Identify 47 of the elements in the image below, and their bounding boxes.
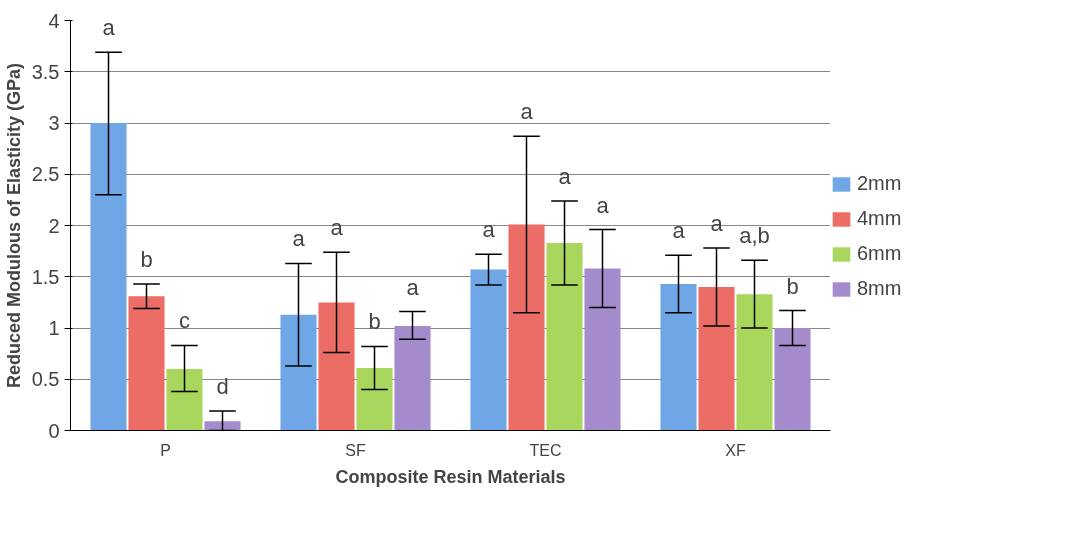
annotation: b <box>368 309 381 335</box>
y-tick-label: 4 <box>48 9 60 32</box>
y-tick-label: 1.5 <box>31 265 60 288</box>
bar <box>128 296 165 431</box>
bar <box>774 328 811 431</box>
legend-label: 2mm <box>857 172 902 195</box>
legend-label: 4mm <box>857 207 902 230</box>
x-tick-label: SF <box>345 441 366 459</box>
annotation: c <box>179 308 190 334</box>
annotation: a <box>406 274 420 300</box>
bar <box>166 369 203 431</box>
bar <box>470 269 507 431</box>
annotation: a <box>520 99 534 125</box>
bar <box>736 294 773 431</box>
y-tick-label: 0.5 <box>31 368 60 391</box>
annotation: b <box>140 246 153 272</box>
y-tick-label: 2.5 <box>31 163 60 186</box>
bar <box>356 367 393 431</box>
y-tick-label: 0 <box>48 419 60 442</box>
annotation: a <box>596 192 610 218</box>
bar <box>280 314 317 431</box>
annotation: a,b <box>739 223 770 249</box>
bar <box>508 224 545 431</box>
bar <box>90 123 127 431</box>
y-tick-label: 1 <box>48 317 60 339</box>
y-tick-label: 2 <box>48 214 60 237</box>
bar <box>660 283 697 431</box>
annotation: b <box>786 273 799 299</box>
annotation: a <box>102 15 116 41</box>
annotation: a <box>292 226 306 252</box>
annotation: a <box>672 218 686 244</box>
bar <box>698 287 735 431</box>
legend-label: 8mm <box>857 277 902 300</box>
bar <box>318 302 355 431</box>
bar <box>204 421 241 431</box>
bar <box>584 268 621 431</box>
x-tick-label: P <box>160 441 171 459</box>
annotation: d <box>216 374 229 400</box>
y-tick-label: 3.5 <box>31 60 60 83</box>
x-tick-label: TEC <box>529 441 562 459</box>
legend-label: 6mm <box>857 242 902 265</box>
x-tick-label: XF <box>725 441 746 459</box>
bar <box>394 325 431 431</box>
y-axis-title: Reduced Modulous of Elasticity (GPa) <box>3 62 24 389</box>
y-tick-label: 3 <box>48 112 60 134</box>
bar <box>546 242 583 431</box>
x-axis-title: Composite Resin Materials <box>335 466 566 487</box>
